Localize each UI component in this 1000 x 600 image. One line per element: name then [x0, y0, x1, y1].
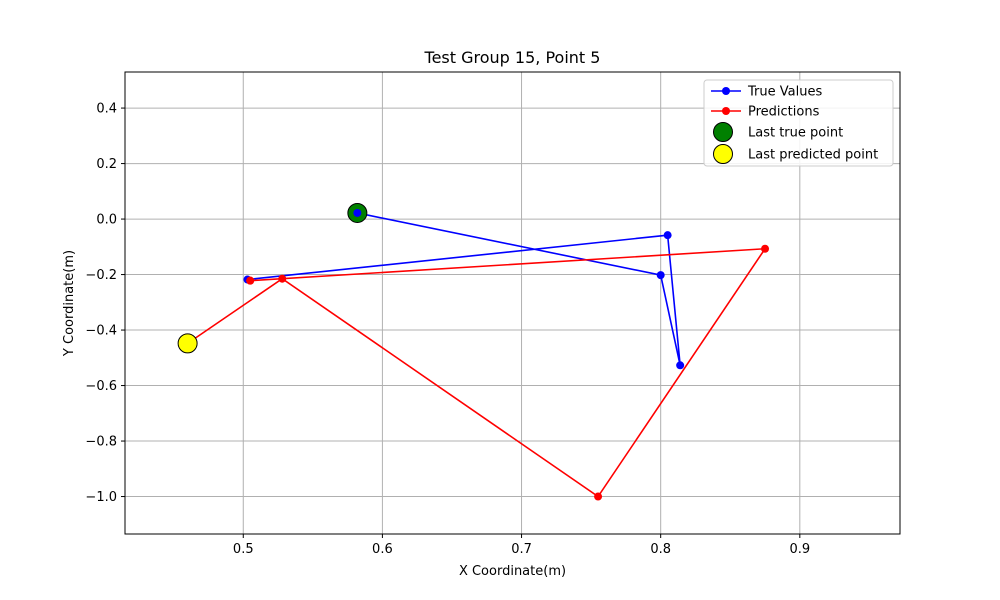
x-axis-label: X Coordinate(m)	[459, 564, 566, 579]
x-tick-label: 0.6	[372, 542, 393, 557]
y-tick-label: −0.8	[85, 435, 117, 450]
series-0-point	[656, 271, 665, 280]
y-tick-label: 0.4	[96, 102, 117, 117]
chart-title: Test Group 15, Point 5	[424, 48, 601, 67]
legend-label: Last true point	[748, 126, 843, 141]
series-1-last-point	[246, 276, 255, 285]
plot-series	[177, 202, 770, 501]
series-1-point	[278, 274, 287, 283]
series-0-last-point	[353, 208, 362, 217]
plot-frame	[124, 71, 901, 535]
y-tick-label: 0.0	[96, 213, 117, 228]
legend-point-swatch	[722, 107, 730, 115]
legend-label: Last predicted point	[748, 148, 878, 163]
legend-point-swatch	[722, 87, 730, 95]
legend-label: Predictions	[748, 105, 820, 120]
axis-ticks: 0.5 0.6 0.7 0.8 0.9 0.4 0.2 0.0 −0.2 −0.4 −0.6 −0.8…	[85, 102, 810, 557]
y-tick-label: −1.0	[85, 490, 117, 505]
y-tick-label: −0.2	[85, 268, 117, 283]
series-0-point	[663, 231, 672, 240]
x-tick-label: 0.7	[511, 542, 532, 557]
series-1-point	[594, 492, 603, 501]
x-tick-label: 0.8	[650, 542, 671, 557]
series-0-point	[676, 361, 685, 370]
y-tick-label: −0.4	[85, 324, 117, 339]
highlight-marker-1	[177, 333, 198, 354]
legend: True Values Predictions Last true point Las…	[703, 79, 894, 167]
legend-marker-swatch	[713, 144, 733, 164]
y-axis-label: Y Coordinate(m)	[62, 250, 77, 357]
y-tick-label: −0.6	[85, 379, 117, 394]
y-tick-label: 0.2	[96, 157, 117, 172]
x-tick-label: 0.5	[233, 542, 254, 557]
x-tick-label: 0.9	[789, 542, 810, 557]
series-1-point	[761, 244, 770, 253]
legend-marker-swatch	[713, 122, 733, 142]
legend-box	[703, 79, 894, 167]
legend-label: True Values	[747, 85, 822, 100]
